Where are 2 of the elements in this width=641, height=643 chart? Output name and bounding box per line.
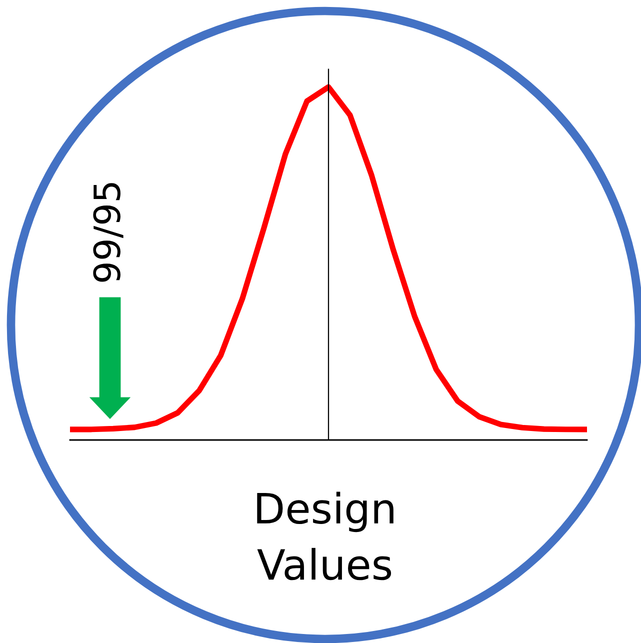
annotation: 99/95 — [93, 183, 124, 282]
x-axis-title: Design Values — [257, 492, 394, 580]
